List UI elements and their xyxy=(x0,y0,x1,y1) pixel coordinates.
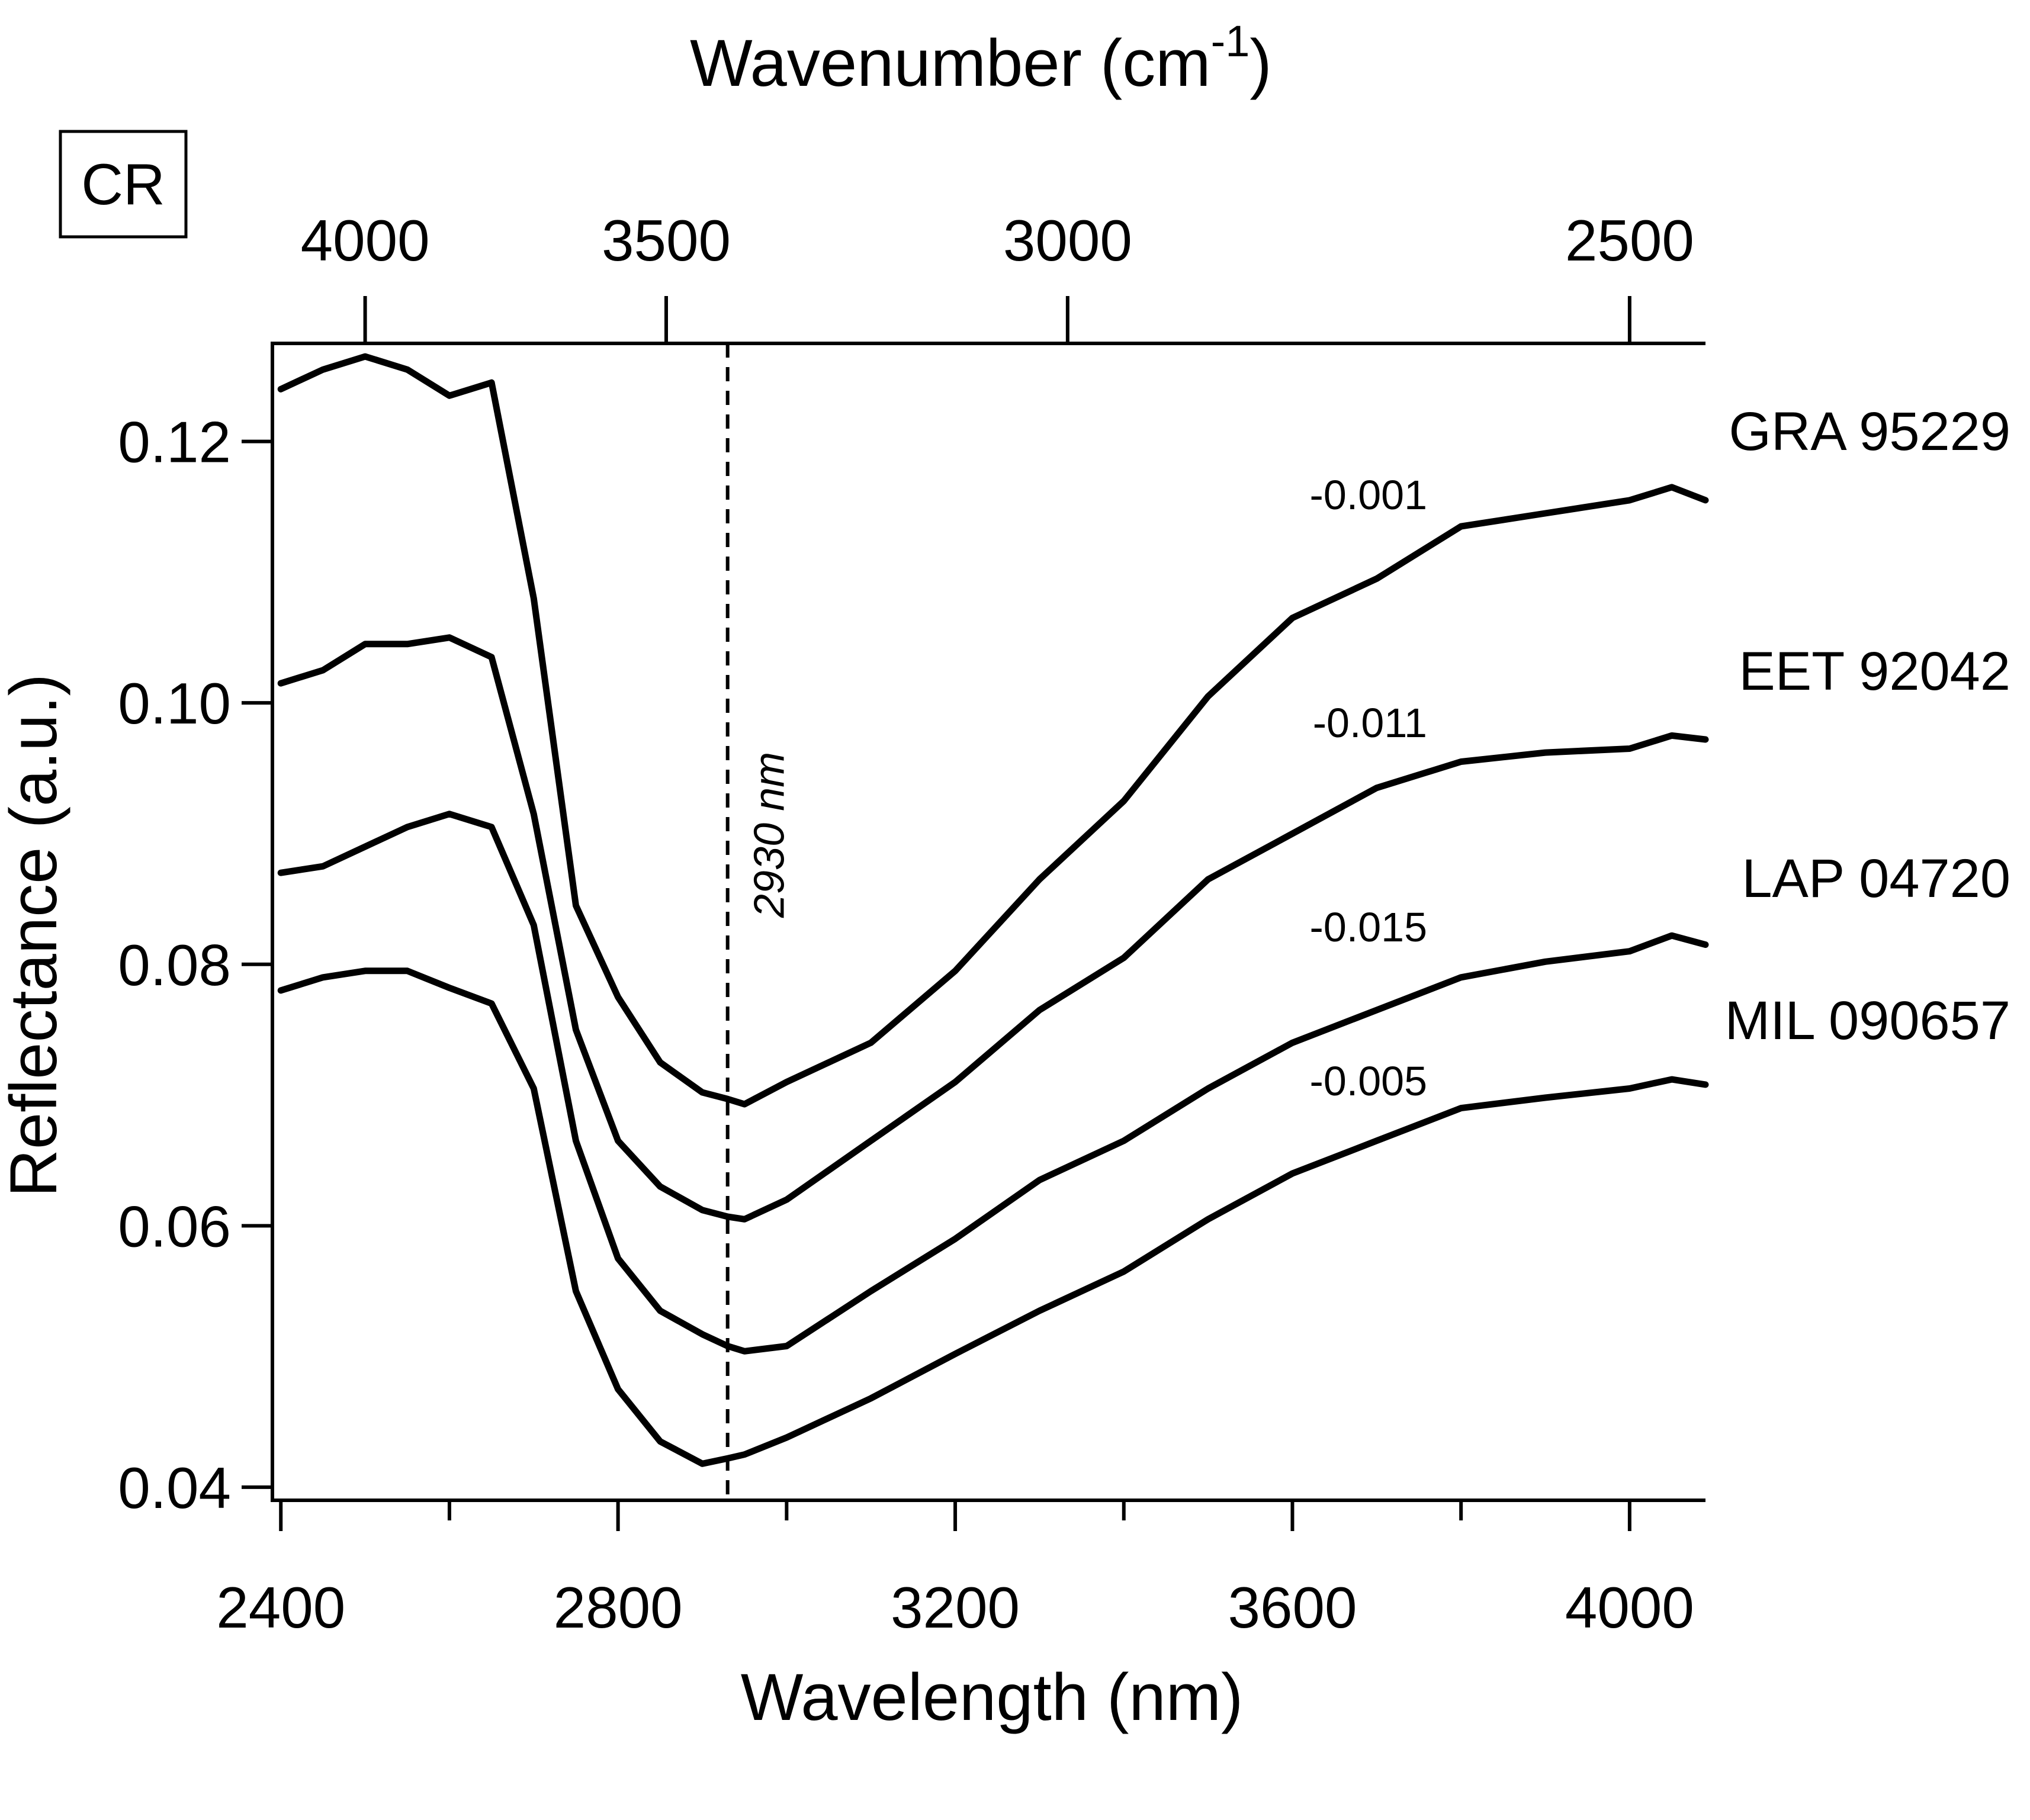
series-name-lap-04720: LAP 04720 xyxy=(1742,848,2010,909)
y-tick-label-0.08: 0.08 xyxy=(118,932,231,998)
series-group xyxy=(277,353,1709,1467)
top-axis-title: Wavenumber (cm-1) xyxy=(690,17,1272,100)
series-line-gra-95229 xyxy=(277,353,1709,1108)
y-tick-label-0.04: 0.04 xyxy=(118,1455,231,1520)
y-tick-label-0.10: 0.10 xyxy=(118,671,231,736)
series-line-eet-92042 xyxy=(277,634,1709,1223)
x-axis-title: Wavelength (nm) xyxy=(741,1660,1244,1734)
series-line-lap-04720 xyxy=(277,811,1709,1355)
y-axis-title: Reflectance (a.u.) xyxy=(0,674,70,1197)
top-tick-label-3500: 3500 xyxy=(602,208,731,273)
x-axis-ticks: 2400 2800 3200 3600 4000 xyxy=(216,1500,1694,1640)
plot-frame xyxy=(271,342,1705,1502)
series-name-mil-090657: MIL 090657 xyxy=(1724,991,2010,1051)
top-axis-ticks: 4000 3500 3000 2500 xyxy=(301,208,1694,343)
series-offset-eet-92042: -0.011 xyxy=(1313,700,1427,746)
x-tick-label-2400: 2400 xyxy=(216,1575,345,1640)
y-tick-label-0.06: 0.06 xyxy=(118,1194,231,1259)
top-axis-title-close: ) xyxy=(1250,26,1271,100)
top-tick-label-2500: 2500 xyxy=(1565,208,1694,273)
top-tick-label-3000: 3000 xyxy=(1003,208,1132,273)
series-offset-mil-090657: -0.005 xyxy=(1310,1058,1427,1104)
x-tick-label-3200: 3200 xyxy=(891,1575,1020,1640)
top-tick-label-4000: 4000 xyxy=(301,208,430,273)
series-labels: GRA 95229 -0.001 EET 92042 -0.011 LAP 04720 -… xyxy=(1310,401,2010,1104)
series-name-eet-92042: EET 92042 xyxy=(1739,641,2010,702)
panel-tag: CR xyxy=(81,152,165,217)
series-line-mil-090657 xyxy=(277,967,1709,1467)
x-tick-label-3600: 3600 xyxy=(1228,1575,1357,1640)
x-tick-label-4000: 4000 xyxy=(1565,1575,1694,1640)
series-name-gra-95229: GRA 95229 xyxy=(1729,401,2010,462)
marker-label: 2930 nm xyxy=(746,752,794,918)
x-tick-label-2800: 2800 xyxy=(554,1575,683,1640)
series-offset-gra-95229: -0.001 xyxy=(1310,472,1427,518)
y-axis-ticks: 0.04 0.06 0.08 0.10 0.12 xyxy=(118,410,272,1520)
top-axis-title-main: Wavenumber (cm xyxy=(690,26,1211,100)
panel-tag-box xyxy=(59,130,188,239)
top-axis-title-superscript: -1 xyxy=(1211,17,1250,66)
y-tick-label-0.12: 0.12 xyxy=(118,410,231,475)
series-offset-lap-04720: -0.015 xyxy=(1310,904,1427,950)
